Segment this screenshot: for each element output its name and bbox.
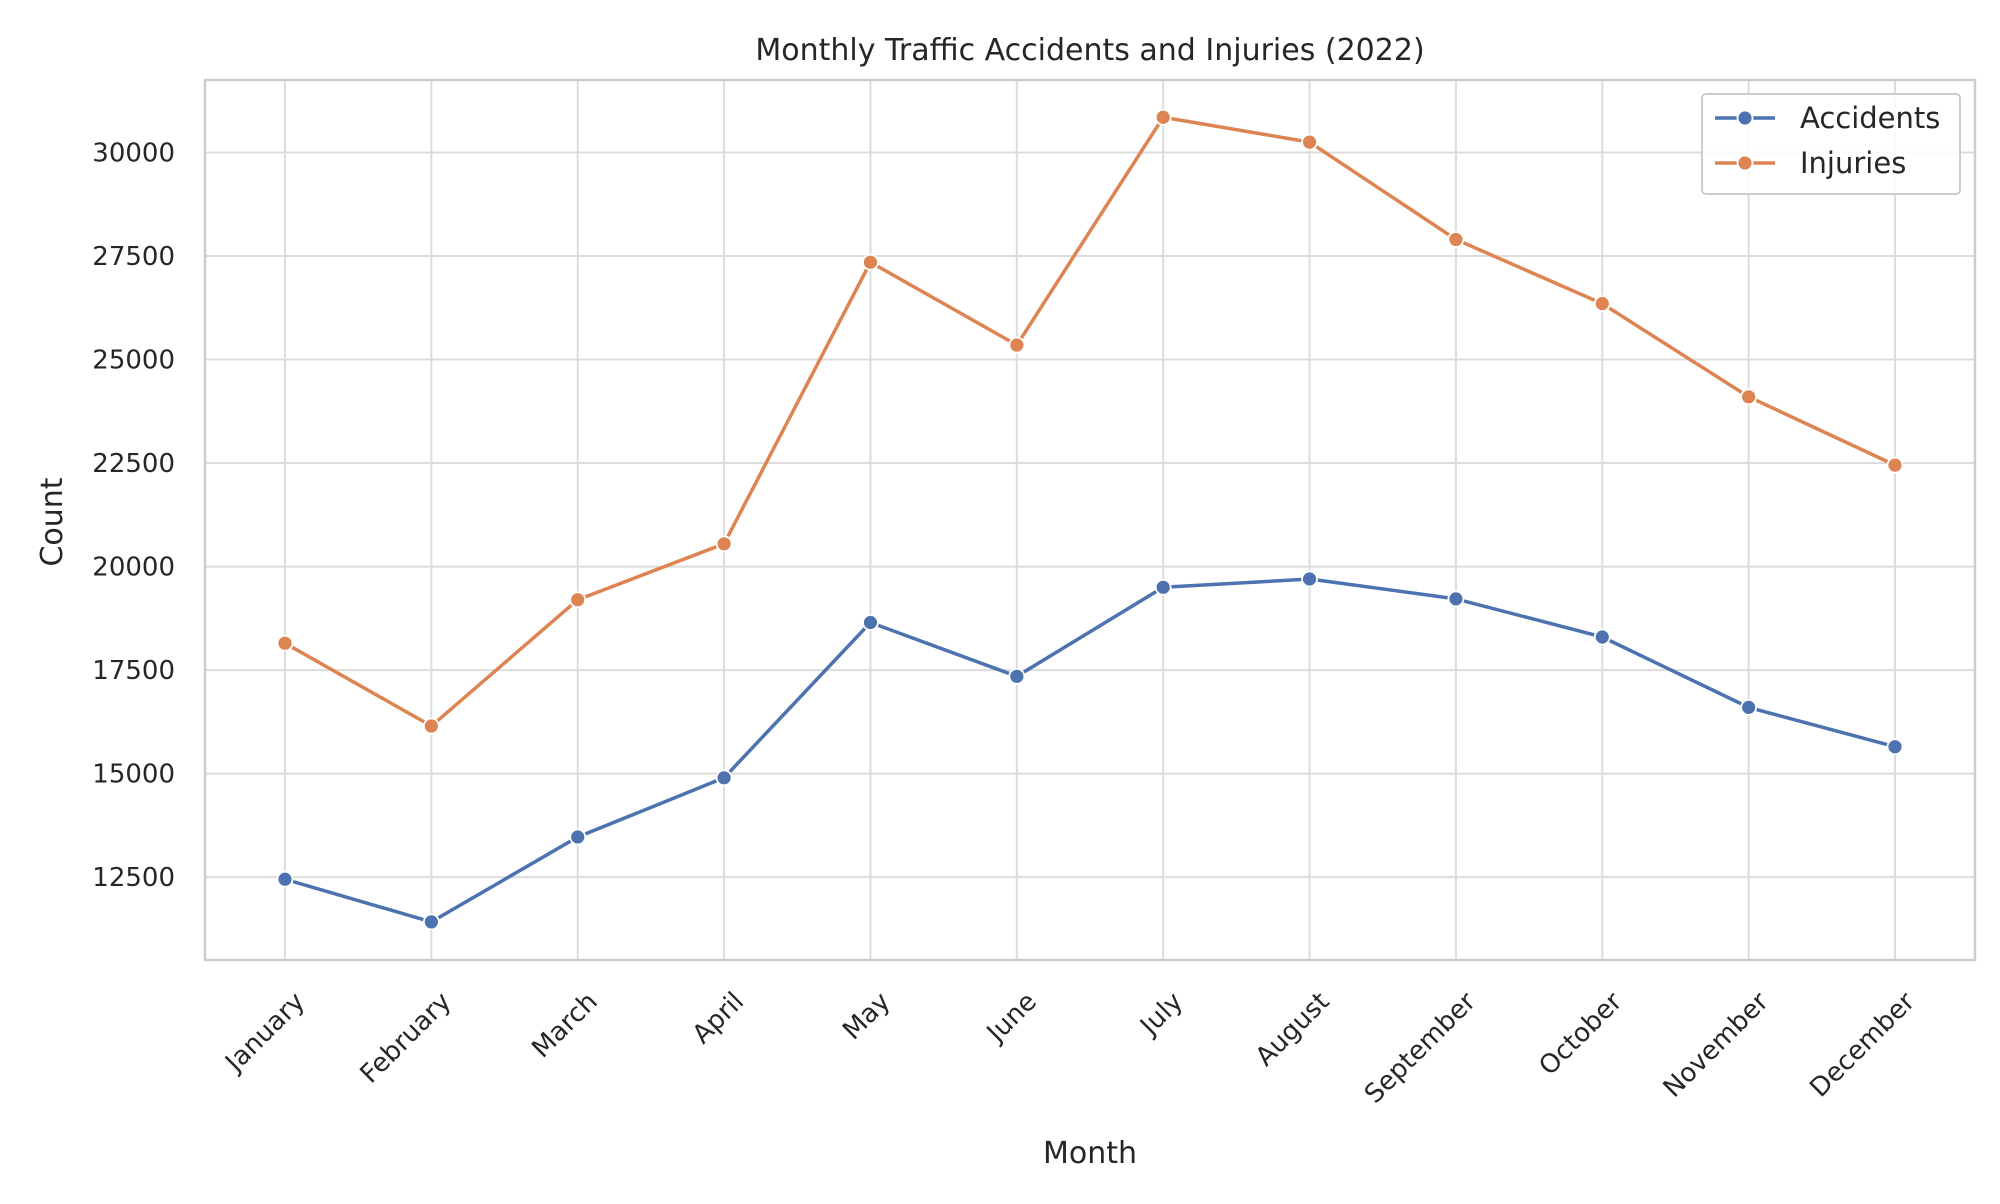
legend-marker	[1736, 109, 1754, 127]
plot-area	[203, 78, 1977, 962]
injuries-point	[1886, 456, 1904, 474]
injuries-point	[1008, 336, 1026, 354]
injuries-point	[715, 535, 733, 553]
injuries-point	[422, 717, 440, 735]
accidents-point	[1301, 570, 1318, 588]
accidents-point	[862, 614, 879, 631]
y-tick-label: 27500	[92, 242, 175, 272]
accidents-point	[1447, 590, 1465, 608]
x-axis-title: Month	[1043, 1136, 1137, 1171]
y-tick-label: 20000	[92, 553, 175, 583]
legend-label: Accidents	[1800, 101, 1940, 135]
y-tick-label: 22500	[92, 449, 175, 479]
accidents-point	[1886, 738, 1904, 756]
accidents-point	[1740, 698, 1758, 716]
series-injuries	[276, 108, 1904, 735]
chart-title: Monthly Traffic Accidents and Injuries (…	[755, 33, 1424, 68]
accidents-point	[276, 870, 294, 888]
legend-item-injuries: Injuries	[1715, 146, 1906, 180]
y-axis-title: Count	[35, 477, 70, 566]
injuries-point	[862, 253, 879, 271]
legend-item-accidents: Accidents	[1715, 101, 1940, 135]
accidents-point	[1008, 667, 1026, 685]
y-tick-label: 12500	[92, 863, 175, 893]
accidents-line	[283, 577, 1897, 924]
injuries-line	[283, 115, 1897, 728]
legend: Accidents Injuries	[1701, 93, 1961, 195]
y-tick-label: 30000	[92, 138, 175, 168]
injuries-point	[1447, 231, 1465, 248]
accidents-point	[1593, 628, 1611, 646]
accidents-point	[715, 769, 733, 787]
injuries-point	[569, 591, 587, 609]
injuries-point	[1301, 133, 1318, 151]
y-tick-label: 25000	[92, 346, 175, 376]
injuries-point	[1740, 388, 1758, 406]
injuries-point	[1593, 295, 1611, 313]
accidents-point	[1154, 578, 1172, 596]
accidents-point	[569, 828, 587, 846]
y-tick-label: 15000	[92, 760, 175, 790]
y-tick-label: 17500	[92, 656, 175, 686]
series-accidents	[276, 570, 1904, 931]
injuries-point	[1154, 108, 1172, 126]
injuries-point	[276, 634, 294, 652]
legend-label: Injuries	[1800, 146, 1906, 180]
accidents-point	[422, 913, 440, 931]
legend-marker	[1736, 154, 1754, 172]
